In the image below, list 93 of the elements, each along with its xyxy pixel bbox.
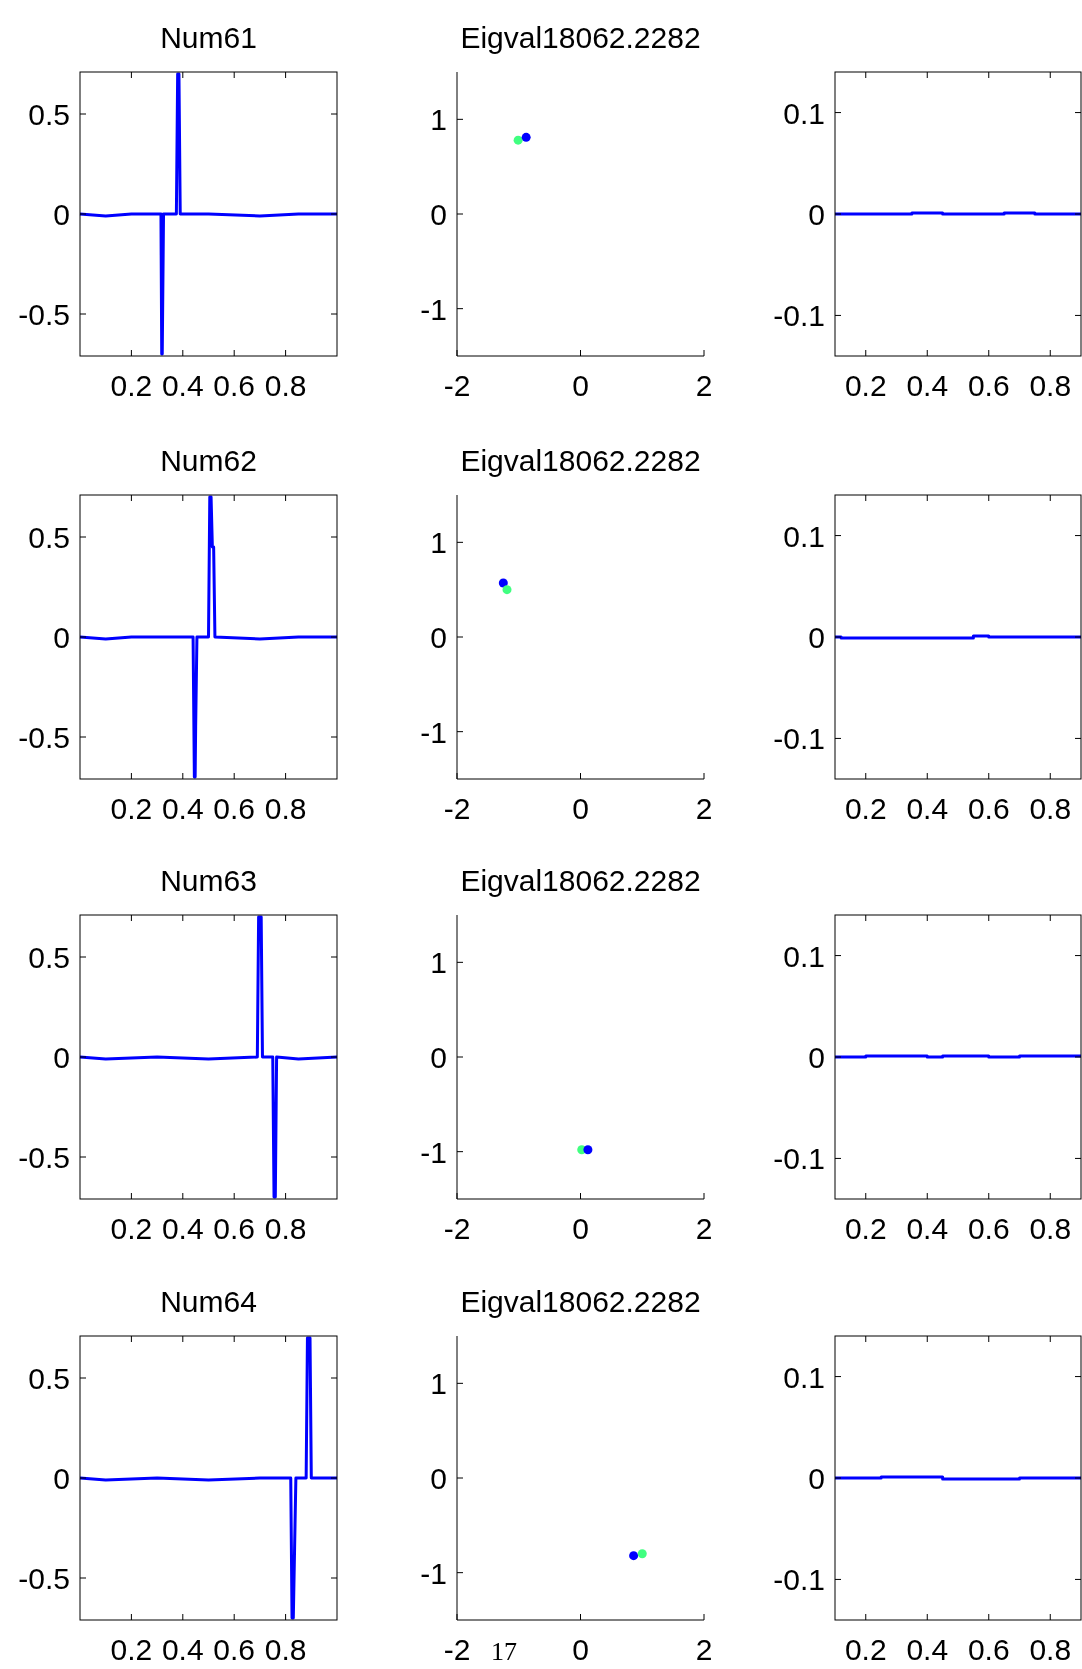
- chart-title: Eigval18062.2282: [460, 864, 701, 897]
- x-tick-label: 0.8: [264, 1633, 307, 1666]
- y-tick-label: -0.5: [18, 298, 70, 331]
- y-tick-label: -0.5: [18, 721, 70, 754]
- x-tick-label: 0.4: [161, 1212, 204, 1245]
- y-tick-label: 0: [53, 1041, 70, 1074]
- y-tick-label: 0: [808, 1041, 825, 1074]
- x-tick-label: 0.2: [110, 792, 153, 825]
- y-tick-label: 0: [808, 1462, 825, 1495]
- y-tick-label: 1: [430, 1367, 447, 1401]
- x-tick-label: -2: [443, 1633, 471, 1666]
- x-tick-label: 0.2: [110, 1212, 153, 1245]
- y-tick-label: 0.5: [28, 941, 70, 974]
- y-tick-label: 0: [53, 198, 70, 231]
- x-tick-label: 0.6: [967, 1633, 1010, 1666]
- x-tick-label: 0.4: [161, 369, 204, 402]
- y-tick-label: 0.1: [783, 939, 825, 973]
- y-tick-label: 0.5: [28, 521, 70, 554]
- x-tick-label: 0: [572, 1212, 589, 1245]
- x-tick-label: 0.6: [967, 792, 1010, 825]
- x-tick-label: 0.8: [264, 792, 307, 825]
- x-tick-label: 0.6: [967, 1212, 1010, 1245]
- x-tick-label: 0.8: [264, 1212, 307, 1245]
- line-series: [78, 1336, 339, 1620]
- x-tick-label: -2: [443, 1212, 471, 1245]
- y-tick-label: -1: [420, 715, 447, 749]
- x-tick-label: 0.2: [844, 1212, 887, 1245]
- x-tick-label: 0.2: [844, 369, 887, 402]
- y-tick-label: 0: [430, 1462, 447, 1495]
- chart-title: Eigval18062.2282: [460, 444, 701, 477]
- chart-title: Num62: [160, 444, 257, 477]
- y-tick-label: 0: [430, 1041, 447, 1074]
- y-tick-label: 0.1: [783, 96, 825, 130]
- chart-title: Num63: [160, 864, 257, 897]
- y-tick-label: 0: [53, 1462, 70, 1495]
- y-tick-label: 0: [808, 198, 825, 231]
- x-tick-label: 0.6: [967, 369, 1010, 402]
- x-tick-label: 0: [572, 369, 589, 402]
- x-tick-label: 0.8: [1029, 1212, 1072, 1245]
- x-tick-label: 0.4: [906, 1633, 949, 1666]
- y-tick-label: -0.1: [773, 299, 825, 333]
- x-tick-label: 0.2: [844, 1633, 887, 1666]
- text: 17: [490, 1637, 517, 1666]
- y-tick-label: -0.1: [773, 1563, 825, 1597]
- y-tick-label: 1: [430, 946, 447, 980]
- chart-title: Num61: [160, 21, 257, 54]
- y-tick-label: 0: [430, 621, 447, 654]
- x-tick-label: 2: [695, 792, 713, 825]
- x-tick-label: 0.4: [906, 792, 949, 825]
- chart-title: Num64: [160, 1285, 257, 1318]
- x-tick-label: 0.6: [213, 792, 256, 825]
- x-tick-label: 2: [695, 1633, 713, 1666]
- x-tick-label: 0.8: [1029, 792, 1072, 825]
- chart-title: Eigval18062.2282: [460, 21, 701, 54]
- x-tick-label: 0.2: [110, 369, 153, 402]
- y-tick-label: -1: [420, 1556, 447, 1590]
- x-tick-label: 0: [572, 1633, 589, 1666]
- line-series: [78, 915, 339, 1199]
- y-tick-label: 0.1: [783, 1360, 825, 1394]
- x-tick-label: 0.4: [161, 1633, 204, 1666]
- x-tick-label: 0.8: [264, 369, 307, 402]
- x-tick-label: 0: [572, 792, 589, 825]
- y-tick-label: -1: [420, 292, 447, 326]
- y-tick-label: 0: [53, 621, 70, 654]
- y-tick-label: 0.5: [28, 98, 70, 131]
- x-tick-label: -2: [443, 369, 471, 402]
- y-tick-label: 1: [430, 103, 447, 137]
- x-tick-label: 0.8: [1029, 369, 1072, 402]
- x-tick-label: 0.2: [110, 1633, 153, 1666]
- x-tick-label: 0.4: [906, 369, 949, 402]
- y-tick-label: -1: [420, 1135, 447, 1169]
- y-tick-label: 0.1: [783, 519, 825, 553]
- y-tick-label: -0.5: [18, 1562, 70, 1595]
- y-tick-label: 1: [430, 526, 447, 560]
- x-tick-label: 2: [695, 369, 713, 402]
- y-tick-label: -0.1: [773, 722, 825, 756]
- x-tick-label: 0.6: [213, 1633, 256, 1666]
- x-tick-label: 0.6: [213, 369, 256, 402]
- y-tick-label: -0.1: [773, 1142, 825, 1176]
- x-tick-label: 0.4: [906, 1212, 949, 1245]
- y-tick-label: 0.5: [28, 1362, 70, 1395]
- x-tick-label: 0.2: [844, 792, 887, 825]
- y-tick-label: -0.5: [18, 1141, 70, 1174]
- y-tick-label: 0: [430, 198, 447, 231]
- x-tick-label: 2: [695, 1212, 713, 1245]
- x-tick-label: 0.4: [161, 792, 204, 825]
- line-series: [78, 72, 339, 356]
- line-series: [78, 495, 339, 779]
- chart-title: Eigval18062.2282: [460, 1285, 701, 1318]
- x-tick-label: -2: [443, 792, 471, 825]
- x-tick-label: 0.8: [1029, 1633, 1072, 1666]
- y-tick-label: 0: [808, 621, 825, 654]
- x-tick-label: 0.6: [213, 1212, 256, 1245]
